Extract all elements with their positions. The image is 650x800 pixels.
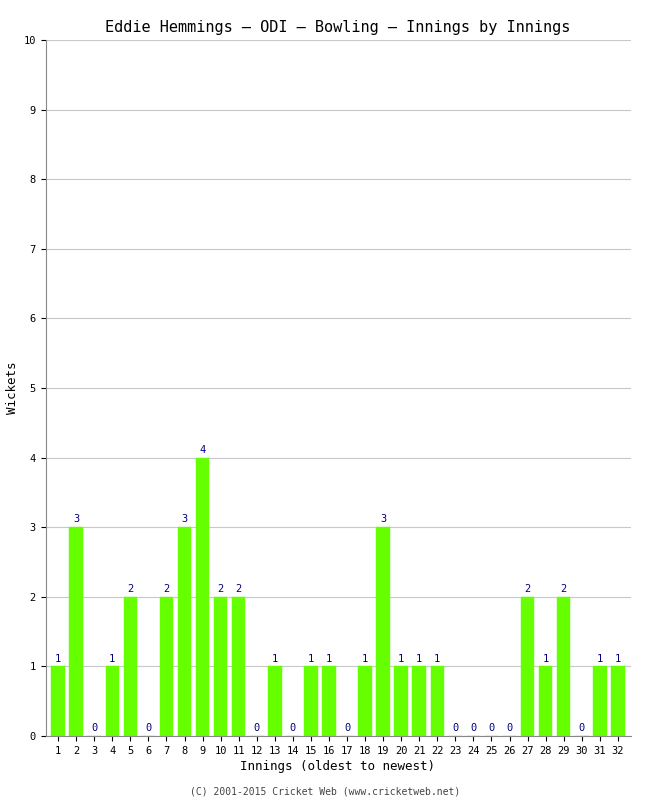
Text: 1: 1 (543, 654, 549, 664)
Text: 3: 3 (181, 514, 188, 525)
Bar (214, 597, 228, 736)
Text: 0: 0 (91, 723, 98, 734)
Bar (322, 666, 336, 736)
Bar (124, 597, 137, 736)
Text: 1: 1 (398, 654, 404, 664)
Text: 0: 0 (344, 723, 350, 734)
Text: 0: 0 (578, 723, 585, 734)
Text: 0: 0 (471, 723, 476, 734)
Text: 3: 3 (73, 514, 79, 525)
Text: 4: 4 (200, 445, 205, 455)
Bar (304, 666, 318, 736)
Bar (196, 458, 209, 736)
Bar (539, 666, 552, 736)
Bar (160, 597, 174, 736)
Bar (177, 527, 191, 736)
Text: 2: 2 (235, 584, 242, 594)
Bar (557, 597, 571, 736)
Text: 1: 1 (615, 654, 621, 664)
Title: Eddie Hemmings – ODI – Bowling – Innings by Innings: Eddie Hemmings – ODI – Bowling – Innings… (105, 20, 571, 34)
Bar (413, 666, 426, 736)
Text: 2: 2 (525, 584, 530, 594)
X-axis label: Innings (oldest to newest): Innings (oldest to newest) (240, 760, 436, 773)
Text: 0: 0 (146, 723, 151, 734)
Bar (611, 666, 625, 736)
Text: 1: 1 (326, 654, 332, 664)
Bar (358, 666, 372, 736)
Text: 0: 0 (488, 723, 495, 734)
Y-axis label: Wickets: Wickets (6, 362, 19, 414)
Bar (232, 597, 246, 736)
Text: 1: 1 (416, 654, 422, 664)
Bar (430, 666, 444, 736)
Text: 2: 2 (127, 584, 133, 594)
Bar (105, 666, 119, 736)
Bar (70, 527, 83, 736)
Text: 1: 1 (55, 654, 61, 664)
Text: 3: 3 (380, 514, 386, 525)
Text: 1: 1 (597, 654, 603, 664)
Text: 0: 0 (254, 723, 260, 734)
Bar (376, 527, 390, 736)
Text: 1: 1 (109, 654, 116, 664)
Bar (521, 597, 534, 736)
Bar (268, 666, 281, 736)
Bar (51, 666, 65, 736)
Text: 0: 0 (290, 723, 296, 734)
Text: 0: 0 (506, 723, 513, 734)
Text: (C) 2001-2015 Cricket Web (www.cricketweb.net): (C) 2001-2015 Cricket Web (www.cricketwe… (190, 786, 460, 796)
Text: 0: 0 (452, 723, 458, 734)
Text: 2: 2 (560, 584, 567, 594)
Bar (395, 666, 408, 736)
Text: 1: 1 (434, 654, 441, 664)
Text: 1: 1 (308, 654, 314, 664)
Text: 2: 2 (218, 584, 224, 594)
Text: 2: 2 (163, 584, 170, 594)
Bar (593, 666, 606, 736)
Text: 1: 1 (362, 654, 368, 664)
Text: 1: 1 (272, 654, 278, 664)
